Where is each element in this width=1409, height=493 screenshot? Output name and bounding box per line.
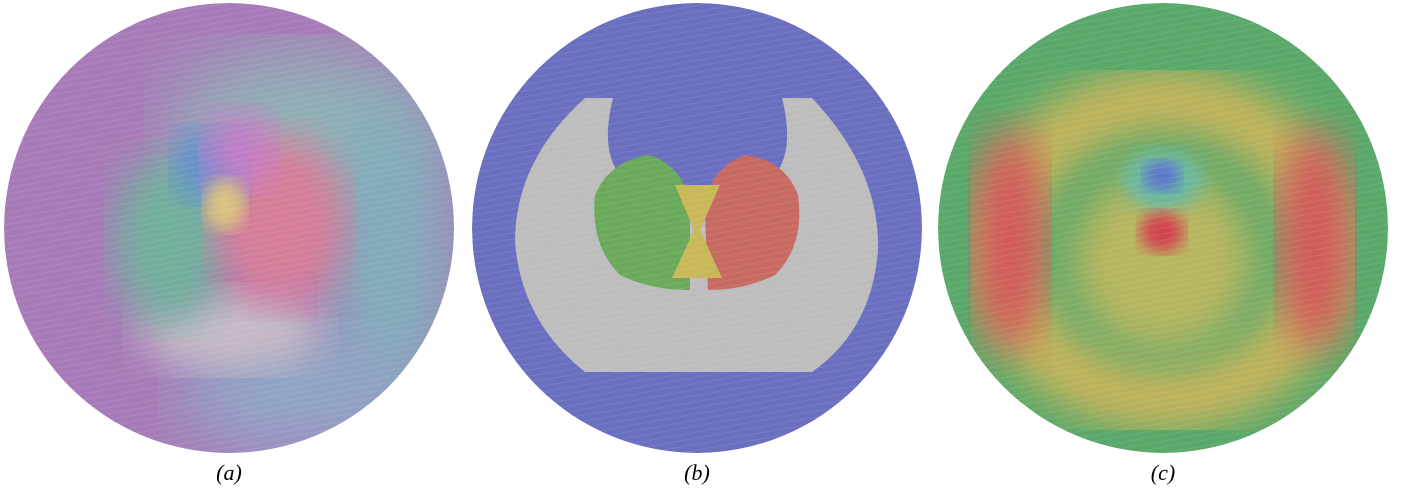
panel-c [938,3,1388,453]
panel-b [472,3,922,453]
caption: (c) [1151,460,1175,485]
panel-a [4,3,454,453]
caption: (a) [216,460,242,485]
caption: (b) [684,460,710,485]
